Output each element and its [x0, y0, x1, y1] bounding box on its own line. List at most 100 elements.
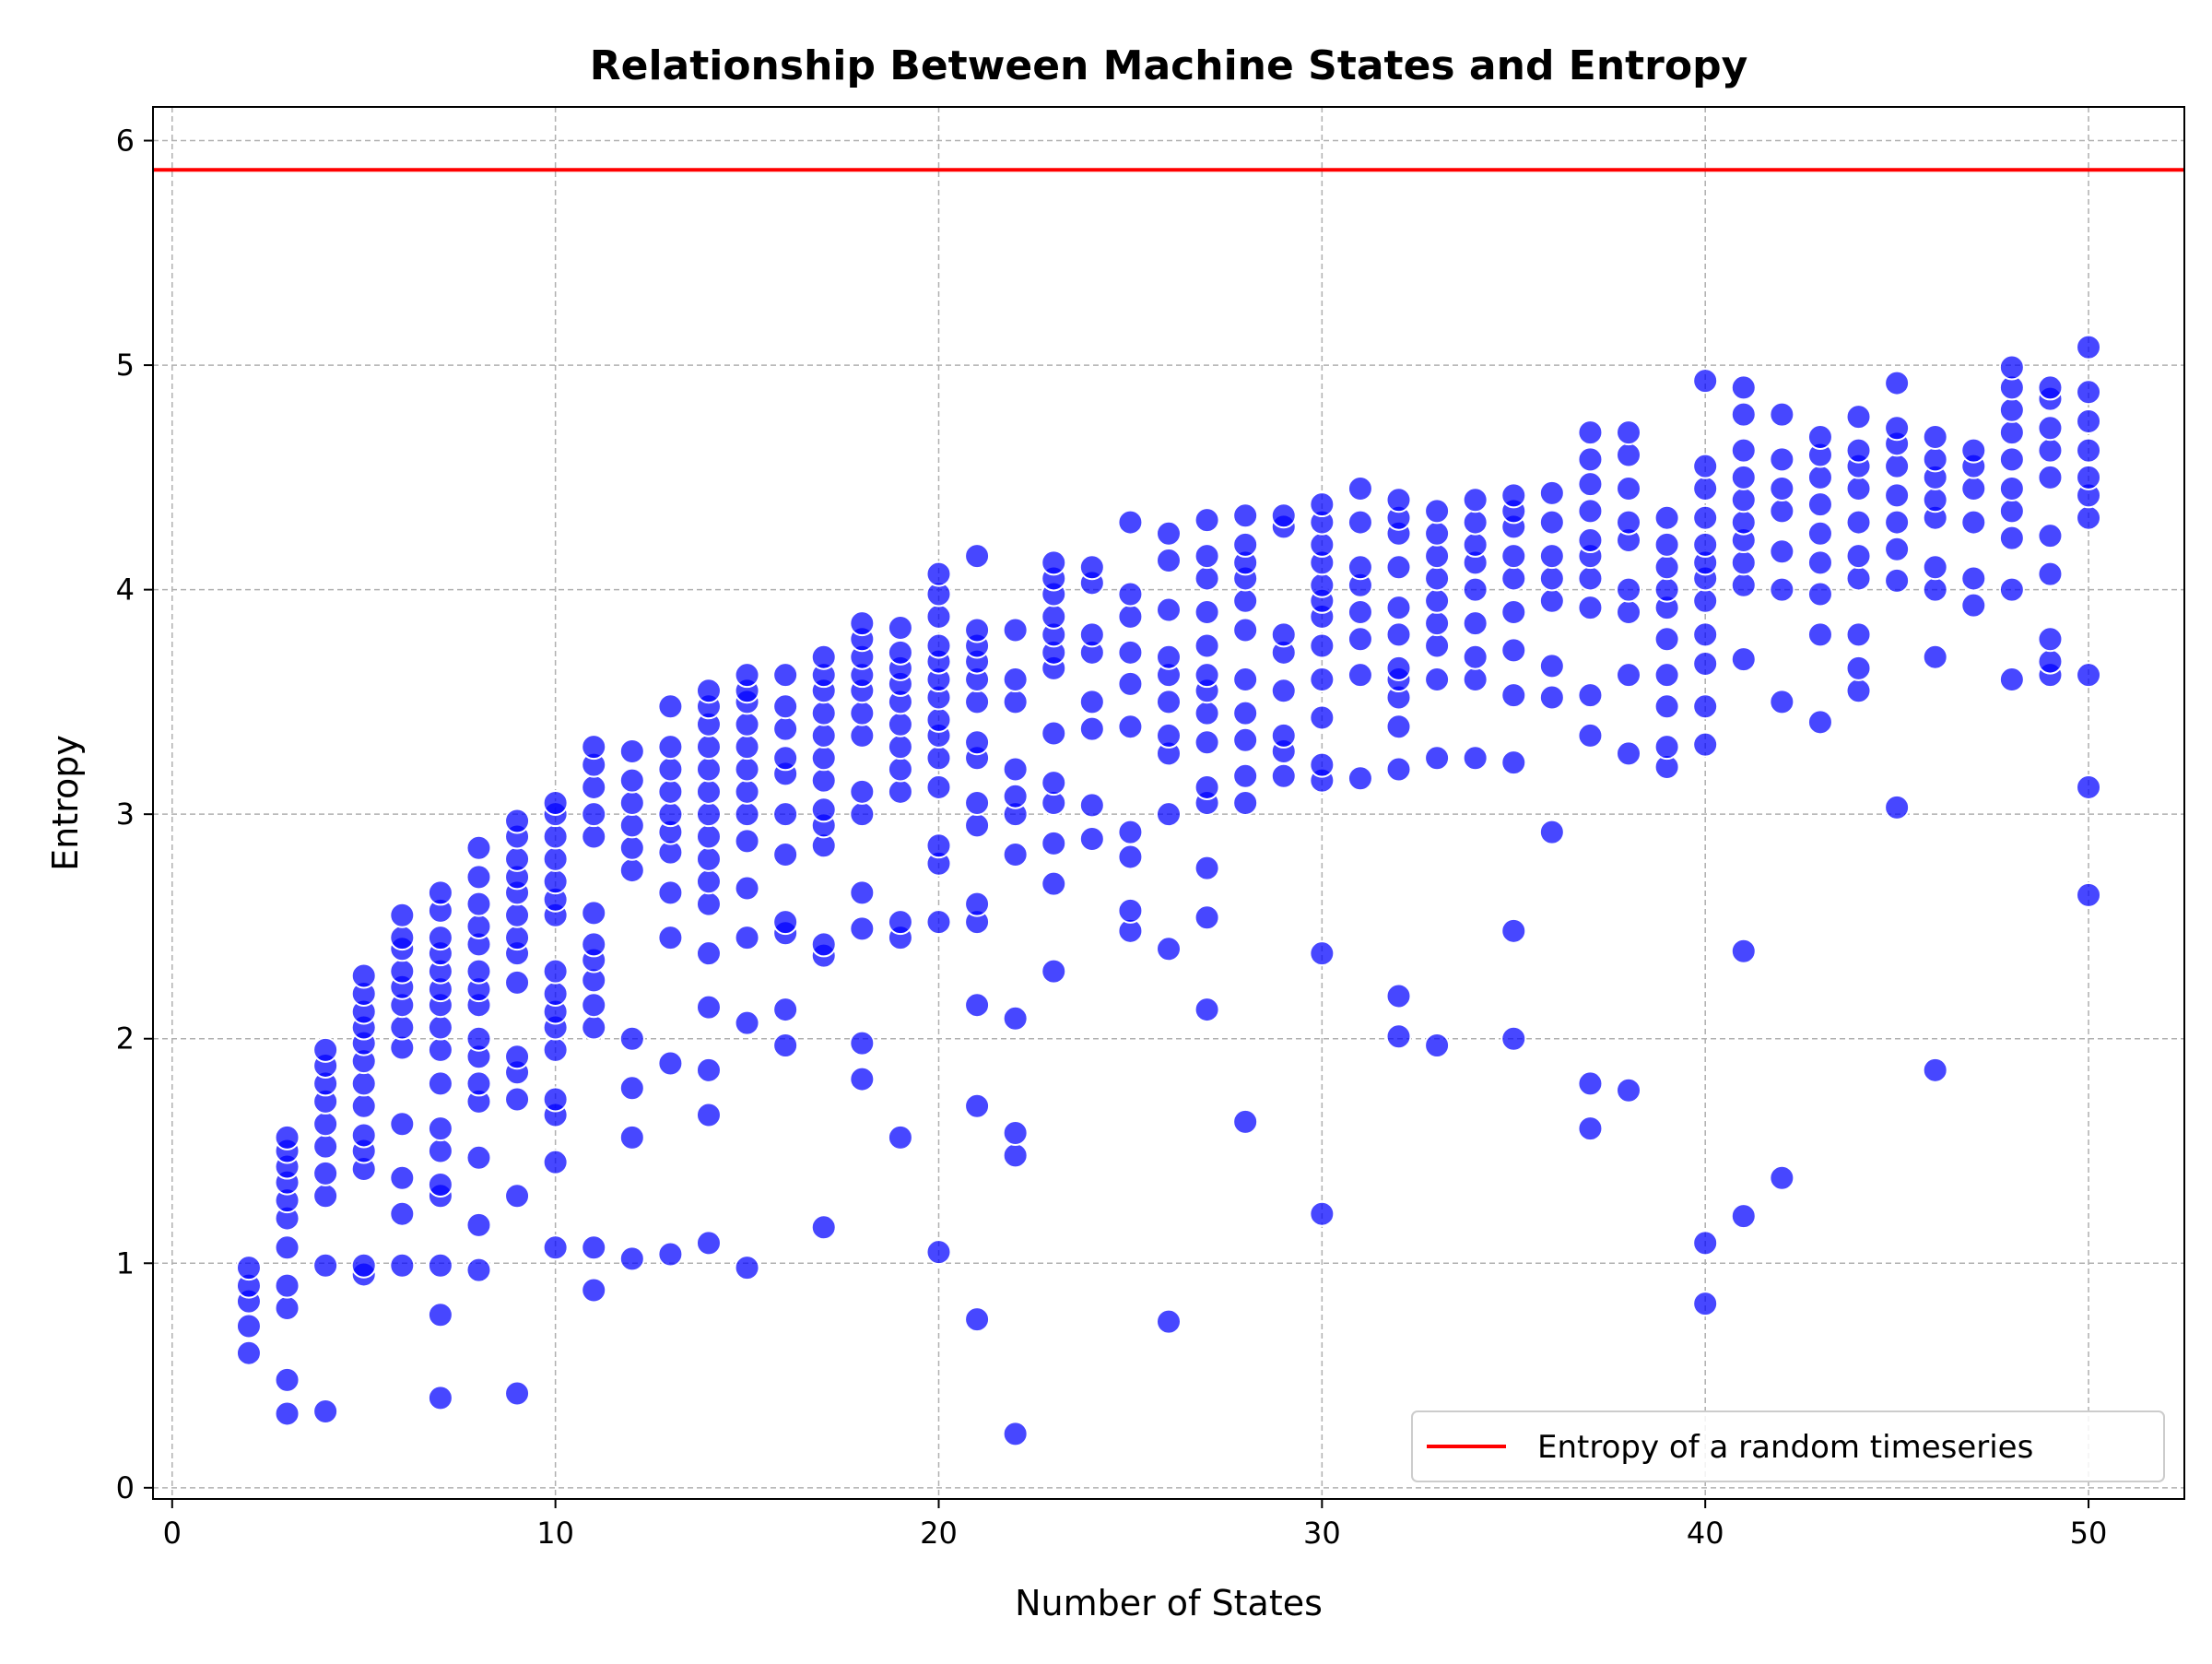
- scatter-point: [1424, 520, 1451, 547]
- scatter-point: [1156, 520, 1182, 547]
- scatter-point: [1232, 700, 1259, 726]
- scatter-point: [887, 711, 913, 738]
- scatter-point: [657, 879, 684, 906]
- scatter-point: [1577, 722, 1604, 749]
- scatter-point: [1117, 603, 1144, 630]
- scatter-point: [1462, 610, 1488, 637]
- scatter-point: [1194, 904, 1220, 931]
- scatter-point: [2037, 415, 2064, 442]
- scatter-point: [657, 1050, 684, 1077]
- scatter-point: [1538, 565, 1565, 592]
- scatter-point: [849, 778, 876, 805]
- scatter-point: [1194, 507, 1220, 534]
- scatter-point: [2076, 881, 2102, 908]
- scatter-point: [1385, 621, 1412, 648]
- scatter-point: [887, 1124, 913, 1151]
- scatter-point: [772, 693, 799, 720]
- scatter-point: [1232, 667, 1259, 693]
- scatter-point: [1041, 549, 1067, 576]
- scatter-point: [542, 868, 569, 895]
- scatter-point: [1922, 576, 1948, 603]
- scatter-point: [1692, 1230, 1719, 1257]
- scatter-point: [1424, 498, 1451, 525]
- scatter-point: [810, 643, 837, 670]
- scatter-point: [1462, 643, 1488, 670]
- scatter-point: [1194, 855, 1220, 881]
- scatter-point: [1347, 554, 1373, 581]
- scatter-point: [1769, 576, 1795, 603]
- scatter-point: [1156, 547, 1182, 573]
- scatter-point: [465, 1025, 492, 1052]
- scatter-point: [504, 808, 531, 834]
- scatter-point: [1309, 751, 1335, 778]
- scatter-point: [1769, 401, 1795, 428]
- scatter-point: [1347, 765, 1373, 792]
- scatter-point: [1884, 482, 1911, 509]
- scatter-point: [657, 756, 684, 783]
- scatter-point: [1117, 897, 1144, 924]
- scatter-point: [1002, 842, 1029, 868]
- scatter-point: [581, 992, 607, 1019]
- scatter-point: [2037, 464, 2064, 490]
- scatter-point: [1309, 632, 1335, 659]
- scatter-point: [312, 1111, 339, 1138]
- scatter-point: [1998, 525, 2025, 551]
- scatter-point: [925, 706, 952, 733]
- scatter-point: [1424, 610, 1451, 637]
- scatter-point: [964, 617, 991, 643]
- scatter-point: [1194, 773, 1220, 800]
- scatter-point: [1462, 509, 1488, 536]
- scatter-point: [925, 1239, 952, 1266]
- scatter-point: [1538, 587, 1565, 614]
- scatter-point: [772, 842, 799, 868]
- plot-frame: [152, 106, 2185, 1500]
- scatter-point: [964, 992, 991, 1019]
- scatter-point: [1922, 446, 1948, 473]
- scatter-point: [734, 711, 760, 738]
- scatter-point: [542, 1234, 569, 1261]
- scatter-point: [849, 1066, 876, 1092]
- scatter-point: [734, 1009, 760, 1036]
- scatter-point: [427, 1302, 453, 1328]
- scatter-point: [810, 745, 837, 772]
- scatter-point: [887, 615, 913, 642]
- scatter-point: [1270, 762, 1297, 789]
- scatter-point: [964, 790, 991, 816]
- x-tick-label: 50: [2070, 1516, 2108, 1551]
- scatter-point: [1538, 819, 1565, 845]
- scatter-point: [1270, 502, 1297, 529]
- scatter-point: [389, 1164, 416, 1191]
- scatter-point: [1769, 476, 1795, 502]
- scatter-point: [810, 722, 837, 749]
- scatter-point: [1232, 617, 1259, 643]
- scatter-point: [695, 1230, 722, 1257]
- scatter-point: [1845, 404, 1872, 431]
- scatter-point: [350, 962, 377, 989]
- scatter-point: [1232, 587, 1259, 614]
- scatter-point: [1998, 354, 2025, 381]
- scatter-point: [1845, 621, 1872, 648]
- scatter-point: [964, 543, 991, 570]
- scatter-point: [350, 1070, 377, 1097]
- scatter-point: [1194, 598, 1220, 625]
- scatter-point: [657, 801, 684, 828]
- scatter-point: [2076, 407, 2102, 434]
- scatter-point: [1730, 1203, 1757, 1230]
- scatter-point: [1117, 639, 1144, 666]
- scatter-point: [1347, 509, 1373, 536]
- scatter-point: [657, 734, 684, 761]
- scatter-point: [1462, 576, 1488, 603]
- scatter-point: [618, 1124, 645, 1151]
- scatter-point: [695, 891, 722, 917]
- scatter-point: [1806, 549, 1833, 576]
- scatter-point: [734, 778, 760, 805]
- scatter-point: [1041, 870, 1067, 897]
- scatter-point: [542, 845, 569, 872]
- legend-box: [1411, 1410, 2165, 1482]
- scatter-point: [1117, 581, 1144, 608]
- scatter-point: [1156, 936, 1182, 962]
- scatter-point: [1577, 471, 1604, 498]
- y-tick-label: 3: [116, 797, 135, 832]
- y-tick-label: 4: [116, 572, 135, 608]
